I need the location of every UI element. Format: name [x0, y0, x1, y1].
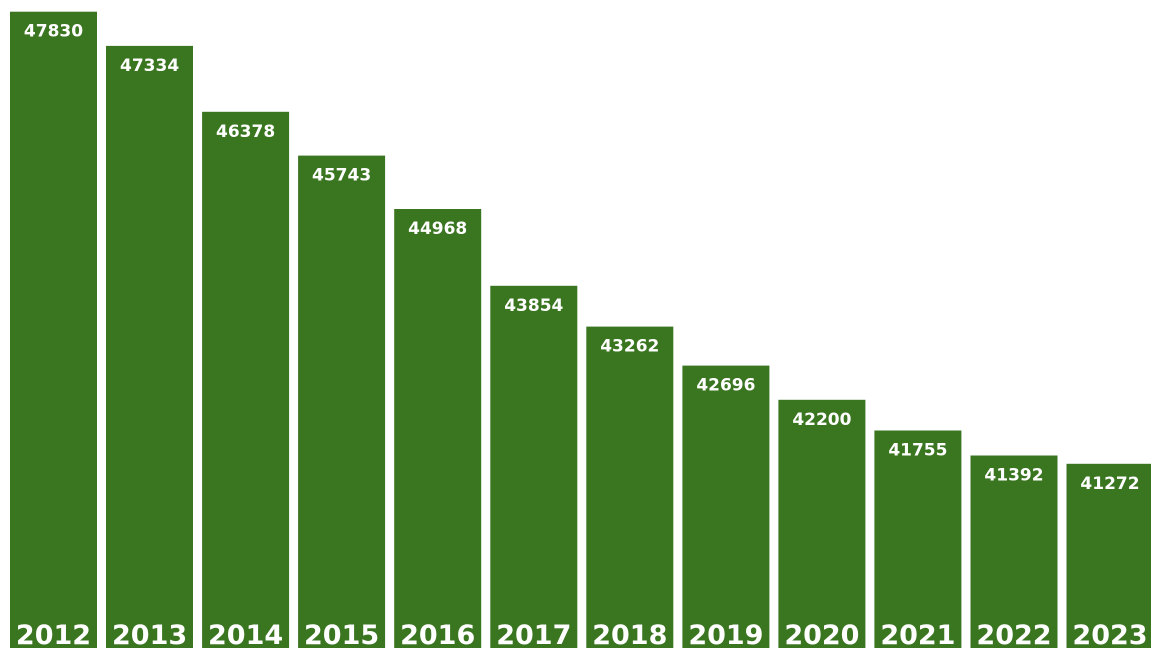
- bar-2018: [586, 326, 674, 648]
- category-label: 2013: [112, 620, 187, 648]
- bar-value-label: 45743: [312, 166, 371, 186]
- bar-2020: [778, 399, 866, 648]
- category-label: 2017: [496, 620, 571, 648]
- category-label: 2012: [16, 620, 91, 648]
- bar-2014: [202, 111, 290, 648]
- bar-2015: [298, 155, 386, 648]
- bar-value-label: 44968: [408, 219, 467, 239]
- bar-value-label: 46378: [216, 122, 275, 142]
- bar-value-label: 42696: [696, 376, 755, 396]
- bar-value-label: 43854: [504, 296, 563, 316]
- bar-value-label: 41272: [1080, 474, 1139, 494]
- category-label: 2015: [304, 620, 379, 648]
- category-label: 2022: [976, 620, 1051, 648]
- category-label: 2019: [688, 620, 763, 648]
- bar-value-label: 47830: [24, 22, 83, 42]
- category-label: 2018: [592, 620, 667, 648]
- bar-2012: [10, 11, 97, 648]
- category-label: 2023: [1072, 620, 1147, 648]
- bar-2023: [1066, 463, 1151, 648]
- bar-value-label: 43262: [600, 337, 659, 357]
- value-labels-group: 47830 47334 46378 45743 44968 43854 43262 42696…: [24, 22, 1140, 494]
- bar-2017: [490, 285, 578, 648]
- category-labels-group: 2012 2013 2014 2015 2016 2017 2018 2019 2020 2021…: [16, 620, 1148, 648]
- bar-value-label: 47334: [120, 56, 179, 76]
- bar-value-label: 41392: [984, 466, 1043, 486]
- bar-2013: [106, 45, 193, 648]
- category-label: 2016: [400, 620, 475, 648]
- bar-2016: [394, 209, 482, 648]
- bar-2022: [970, 455, 1058, 648]
- category-label: 2020: [784, 620, 859, 648]
- category-label: 2014: [208, 620, 283, 648]
- bar-2019: [682, 365, 770, 648]
- category-label: 2021: [880, 620, 955, 648]
- bar-2021: [874, 430, 962, 648]
- bars-group: [10, 11, 1151, 648]
- bar-value-label: 41755: [888, 441, 947, 461]
- bar-value-label: 42200: [792, 410, 851, 430]
